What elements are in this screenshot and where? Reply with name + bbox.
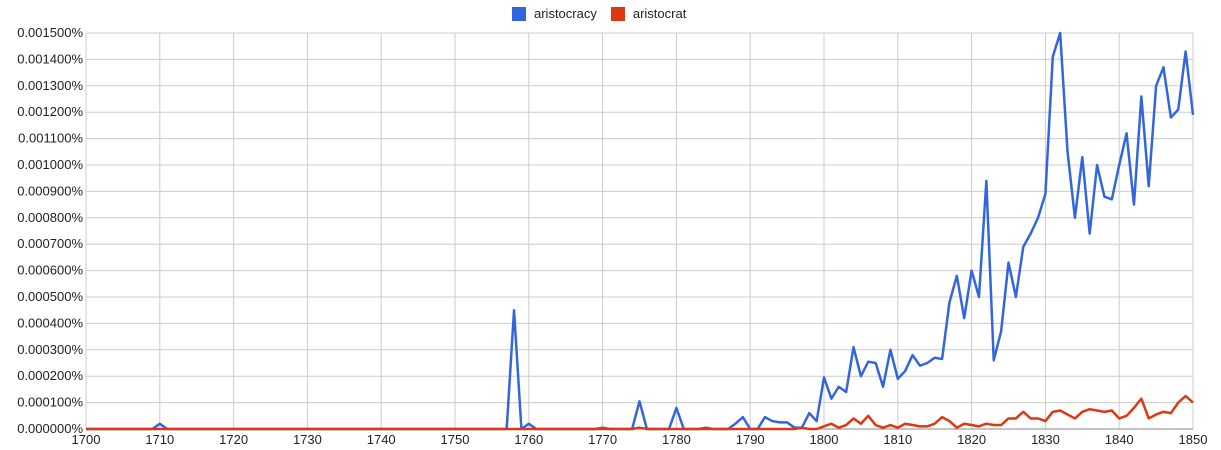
y-tick-label: 0.000600%	[17, 263, 83, 278]
x-axis-tick-labels: 1700 1710 1720 1730 1740 1750 1760 1770 1780 1790…	[72, 432, 1208, 447]
legend-item-aristocracy[interactable]: aristocracy	[512, 6, 597, 21]
legend: aristocracy aristocrat	[512, 6, 700, 21]
x-tick-label: 1760	[514, 432, 543, 447]
legend-swatch-aristocrat	[610, 6, 625, 21]
legend-item-aristocrat[interactable]: aristocrat	[610, 6, 687, 21]
x-tick-label: 1840	[1105, 432, 1134, 447]
y-tick-label: 0.000800%	[17, 210, 83, 225]
y-tick-label: 0.000100%	[17, 395, 83, 410]
x-tick-label: 1770	[588, 432, 617, 447]
x-tick-label: 1800	[810, 432, 839, 447]
x-tick-label: 1730	[293, 432, 322, 447]
x-tick-label: 1830	[1031, 432, 1060, 447]
legend-swatch-aristocracy	[512, 6, 526, 21]
series-lines	[86, 31, 1195, 431]
y-tick-label: 0.000300%	[17, 342, 83, 357]
y-tick-label: 0.001500%	[17, 25, 83, 40]
x-tick-label: 1780	[662, 432, 691, 447]
grid-lines	[85, 32, 1194, 430]
series-line-aristocracy	[86, 31, 1195, 431]
y-axis-tick-labels: 0.000000% 0.000100% 0.000200% 0.000300% 0.00…	[17, 25, 83, 436]
y-tick-label: 0.001000%	[17, 157, 83, 172]
x-tick-label: 1700	[72, 432, 101, 447]
y-tick-label: 0.001400%	[17, 51, 83, 66]
y-tick-label: 0.000200%	[17, 368, 83, 383]
x-tick-label: 1720	[219, 432, 248, 447]
y-tick-label: 0.001300%	[17, 78, 83, 93]
x-tick-label: 1810	[883, 432, 912, 447]
legend-label-aristocracy: aristocracy	[534, 6, 597, 21]
series-line-aristocrat	[86, 394, 1194, 431]
x-tick-label: 1850	[1179, 432, 1208, 447]
y-tick-label: 0.001200%	[17, 104, 83, 119]
y-tick-label: 0.000500%	[17, 289, 83, 304]
x-tick-label: 1750	[441, 432, 470, 447]
x-tick-label: 1790	[736, 432, 765, 447]
legend-label-aristocrat: aristocrat	[632, 6, 687, 21]
x-tick-label: 1740	[367, 432, 396, 447]
y-tick-label: 0.000000%	[17, 421, 83, 436]
y-tick-label: 0.000900%	[17, 183, 83, 198]
x-tick-label: 1820	[957, 432, 986, 447]
y-tick-label: 0.000400%	[17, 315, 83, 330]
y-tick-label: 0.001100%	[18, 131, 83, 146]
x-tick-label: 1710	[145, 432, 174, 447]
y-tick-label: 0.000700%	[17, 236, 83, 251]
